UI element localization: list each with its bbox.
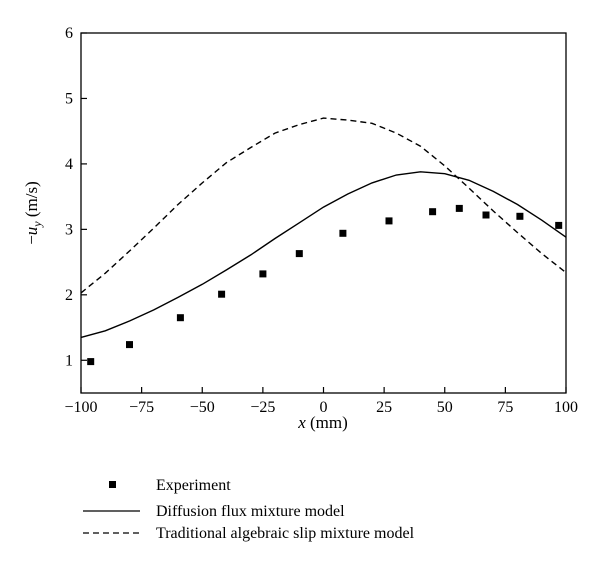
- y-axis-unit: (m/s): [22, 181, 41, 221]
- x-tick-label: 50: [437, 399, 453, 416]
- legend-label-algebraic-slip: Traditional algebraic slip mixture model: [156, 525, 415, 542]
- data-point-experiment: [259, 270, 267, 278]
- x-tick-label: 0: [320, 399, 328, 416]
- y-axis-variable: u: [22, 227, 41, 236]
- data-point-experiment: [339, 229, 347, 237]
- data-point-experiment: [218, 290, 226, 298]
- legend-label-diffusion-flux: Diffusion flux mixture model: [156, 503, 345, 520]
- x-tick-label: −100: [64, 399, 97, 416]
- y-axis-label: −uy (m/s): [22, 181, 44, 245]
- legend: Experiment Diffusion flux mixture model …: [83, 477, 415, 542]
- y-axis: 1 2 3 4 5 6: [65, 25, 87, 369]
- data-point-experiment: [295, 250, 303, 258]
- y-tick-label: 3: [65, 221, 73, 238]
- x-axis: −100 −75 −50 −25 0 25 50 75 100: [64, 387, 578, 416]
- data-point-experiment: [516, 212, 524, 220]
- x-tick-label: 75: [497, 399, 513, 416]
- data-point-experiment: [429, 208, 437, 216]
- legend-label-experiment: Experiment: [156, 477, 231, 494]
- x-axis-label: x (mm): [297, 413, 348, 432]
- series-line-algebraic-slip: [80, 117, 567, 294]
- data-point-experiment: [385, 217, 393, 225]
- y-tick-label: 1: [65, 352, 73, 369]
- data-point-experiment: [87, 358, 95, 366]
- y-tick-label: 4: [65, 156, 73, 173]
- data-point-experiment: [555, 221, 563, 229]
- x-axis-unit: (mm): [306, 413, 348, 432]
- plot-area: [80, 117, 567, 366]
- series-line-diffusion-flux: [80, 171, 567, 339]
- x-tick-label: −50: [190, 399, 215, 416]
- data-point-experiment: [455, 204, 463, 212]
- x-tick-label: −75: [129, 399, 154, 416]
- x-axis-variable: x: [297, 413, 306, 432]
- x-tick-label: 100: [554, 399, 578, 416]
- legend-marker-experiment: [109, 481, 116, 488]
- y-tick-label: 2: [65, 287, 73, 304]
- x-tick-label: −25: [250, 399, 275, 416]
- data-point-experiment: [176, 314, 184, 322]
- data-point-experiment: [482, 211, 490, 219]
- plot-frame: [80, 32, 567, 394]
- x-tick-label: 25: [376, 399, 392, 416]
- y-axis-prefix: −: [22, 235, 41, 245]
- y-axis-subscript: y: [30, 221, 44, 228]
- data-point-experiment: [126, 341, 133, 349]
- y-tick-label: 5: [65, 90, 73, 107]
- y-tick-label: 6: [65, 25, 73, 42]
